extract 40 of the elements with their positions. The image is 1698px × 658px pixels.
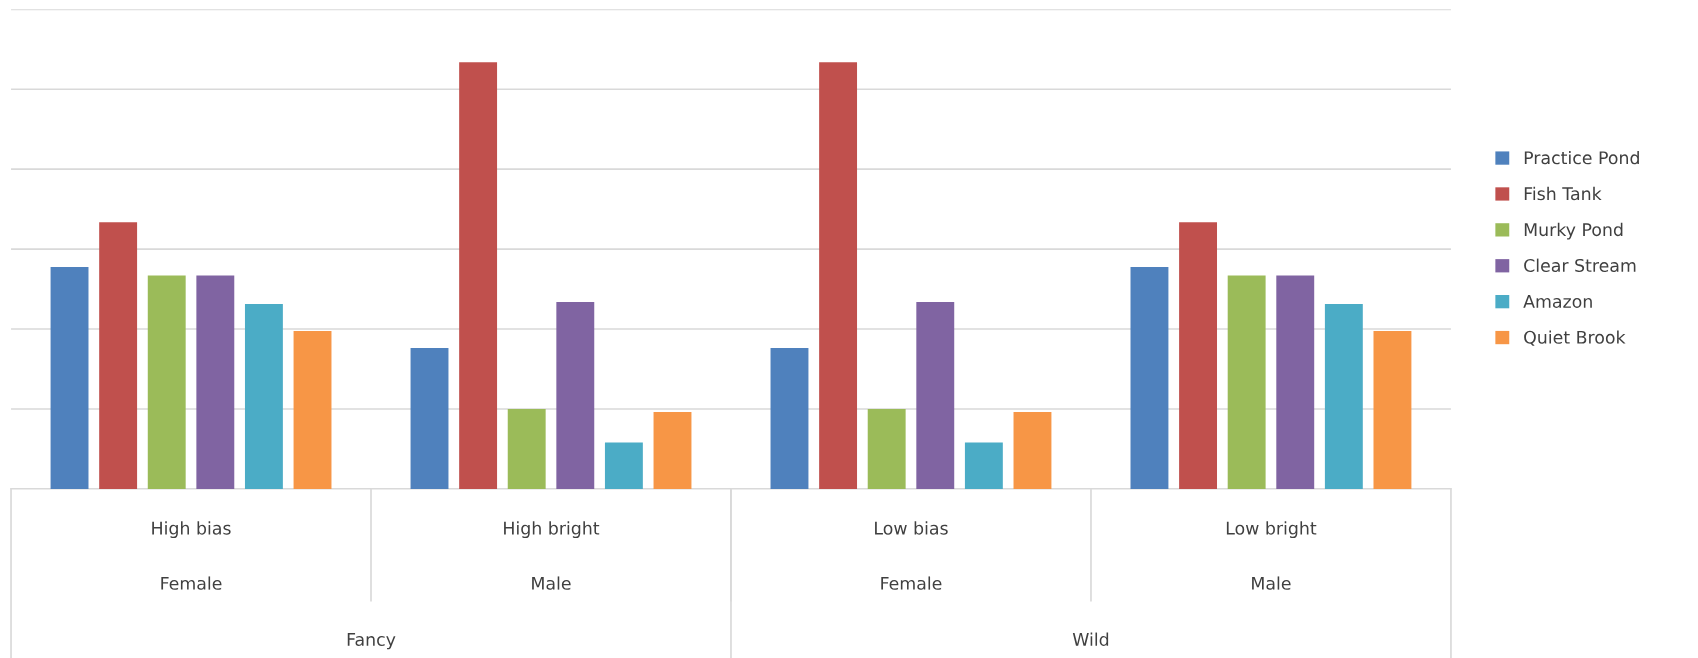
bar: [1373, 330, 1412, 489]
text: Wild: [1072, 632, 1109, 646]
text: Male: [532, 576, 571, 590]
text: Fancy: [347, 633, 396, 650]
bar: [244, 304, 283, 489]
legend-label: Practice Pond: [1524, 150, 1639, 165]
bar: [916, 301, 955, 489]
bar: [653, 412, 692, 489]
x-tick-label: High bright: [504, 521, 600, 539]
bar: [1276, 275, 1315, 489]
bar: [1179, 222, 1218, 489]
bar: [556, 301, 595, 489]
bar: [604, 442, 643, 489]
bar: [410, 348, 449, 489]
bar: [1013, 412, 1052, 489]
bar: [293, 330, 332, 489]
bar: [819, 62, 858, 489]
bar: [196, 275, 235, 489]
bar: [770, 348, 809, 489]
bar: [459, 62, 498, 489]
legend-label: Clear Stream: [1524, 258, 1636, 273]
bar: [867, 409, 906, 489]
legend-label: Amazon: [1523, 295, 1592, 308]
bar: [1227, 275, 1266, 489]
legend-label: Fish Tank: [1524, 186, 1602, 201]
text: Female: [881, 576, 942, 590]
text: Male: [1252, 576, 1291, 590]
x-tick-label: High bias: [152, 521, 231, 539]
bar: [99, 222, 138, 489]
legend-label: Quiet Brook: [1524, 330, 1626, 346]
legend-label: Murky Pond: [1524, 222, 1623, 240]
x-tick-label: Low bias: [875, 521, 948, 535]
bar: [507, 409, 546, 489]
text: Female: [161, 576, 222, 590]
bar: [1324, 304, 1363, 489]
bar: [964, 442, 1003, 489]
bar: [147, 275, 186, 489]
bar: [50, 266, 89, 489]
bar: [1130, 266, 1169, 489]
x-tick-label: Low bright: [1226, 521, 1317, 539]
